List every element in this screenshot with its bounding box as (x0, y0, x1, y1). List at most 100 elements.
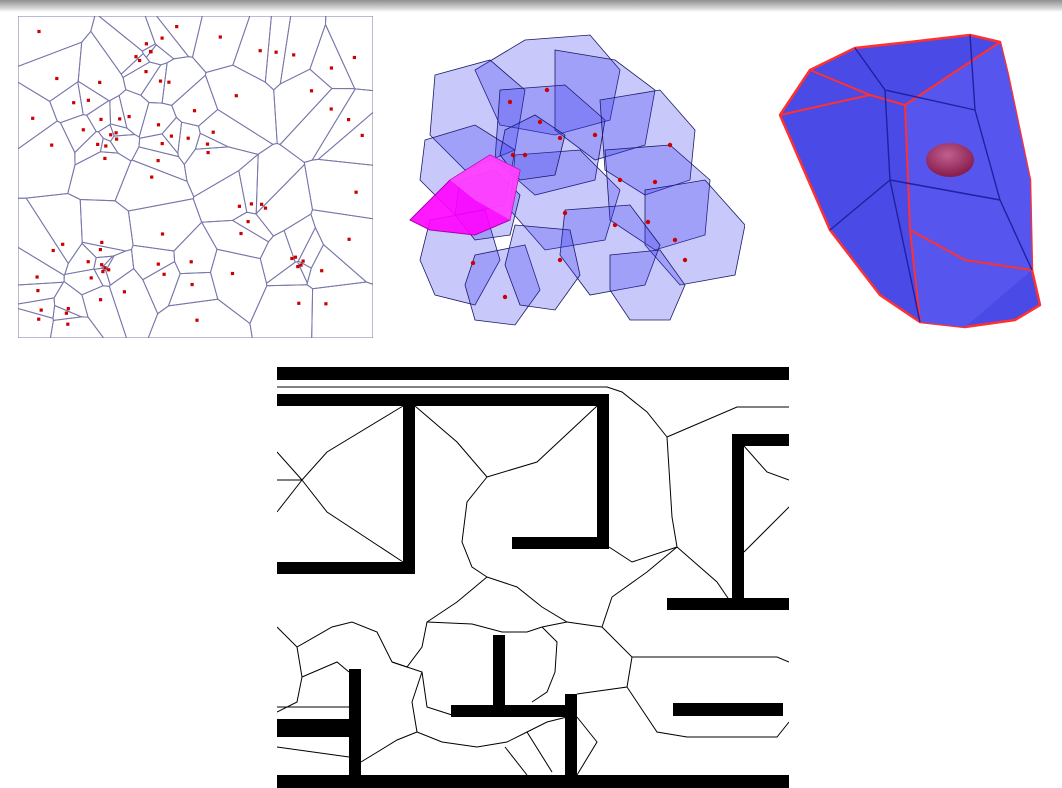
voronoi-site (352, 55, 356, 60)
voronoi-2d-edges (18, 16, 373, 338)
voronoi-cell (109, 123, 136, 137)
voronoi-cell (81, 241, 128, 259)
voronoi-site (86, 98, 90, 102)
voronoi-cell (171, 74, 219, 127)
voronoi-cell (231, 211, 275, 243)
voronoi-site (347, 118, 351, 122)
cell-3d (504, 224, 581, 311)
wall (451, 705, 567, 717)
voronoi-site (263, 206, 268, 210)
voronoi-cell (138, 101, 177, 139)
voronoi-cell (114, 159, 195, 212)
wall (403, 394, 415, 574)
voronoi-site (134, 55, 138, 59)
voronoi-cell (52, 304, 84, 321)
voronoi-site (107, 268, 111, 272)
voronoi-cell (18, 120, 76, 199)
voronoi-site (246, 220, 250, 224)
voronoi-cell (173, 221, 218, 275)
voronoi-site (98, 248, 102, 252)
voronoi-site (72, 101, 76, 105)
cell-3d (599, 89, 696, 196)
voronoi-site (64, 311, 68, 315)
voronoi-site (144, 70, 148, 74)
voronoi-site (195, 318, 199, 322)
voronoi-site (258, 49, 262, 53)
voronoi-site (115, 137, 119, 141)
cell-3d (474, 34, 621, 136)
voronoi-cell (74, 130, 104, 166)
voronoi-site (260, 202, 264, 206)
voronoi-site (101, 270, 105, 274)
voronoi-site (31, 116, 35, 120)
voronoi-cell (249, 284, 314, 338)
voronoi-cell (18, 197, 69, 276)
voronoi-site (274, 50, 278, 54)
voronoi-site (360, 133, 364, 137)
voronoi-site (211, 130, 215, 134)
voronoi-site (103, 266, 107, 270)
wall (277, 394, 609, 406)
voronoi-cell (18, 281, 65, 305)
voronoi-site (169, 134, 173, 138)
voronoi-site (156, 262, 160, 266)
cell-site-sphere (926, 143, 974, 177)
voronoi-cell (18, 307, 54, 338)
voronoi-site (296, 265, 300, 269)
voronoi-cell (306, 243, 368, 290)
voronoi-site (189, 260, 193, 264)
voronoi-site (122, 290, 126, 294)
voronoi-site (175, 25, 179, 29)
voronoi-site (162, 272, 166, 276)
cell-3d (644, 179, 745, 286)
voronoi-site (86, 260, 90, 264)
voronoi-cell (64, 242, 97, 276)
voronoi-site (100, 263, 104, 267)
wall (277, 367, 789, 380)
voronoi-cell (98, 16, 156, 52)
voronoi-cell (311, 281, 373, 338)
wall (277, 562, 415, 574)
voronoi-site (290, 256, 294, 261)
cell-edges (779, 41, 1033, 323)
voronoi-cell (18, 41, 83, 102)
voronoi-cell (191, 16, 251, 74)
voronoi-site (37, 29, 41, 34)
voronoi-site (234, 94, 238, 98)
voronoi-cell (183, 146, 259, 198)
voronoi-site (156, 123, 161, 127)
voronoi-site (66, 322, 70, 326)
window-top-bar (0, 0, 1062, 12)
voronoi-cell (310, 209, 373, 285)
voronoi-site (230, 271, 235, 276)
voronoi-site (114, 131, 118, 135)
voronoi-site (167, 80, 171, 84)
voronoi-cell (177, 121, 201, 166)
wall (732, 434, 744, 604)
voronoi-3d-sites (470, 87, 688, 300)
voronoi-site (103, 156, 107, 160)
voronoi-site (206, 151, 210, 155)
voronoi-cell (77, 30, 127, 102)
cell-front-face (905, 42, 1032, 327)
voronoi-cell (273, 68, 333, 146)
wall (493, 635, 505, 715)
voronoi-2d-panel (18, 16, 373, 338)
voronoi-site (127, 115, 131, 119)
voronoi-cell (108, 267, 159, 338)
wall (277, 775, 789, 788)
voronoi-cell (67, 151, 132, 202)
voronoi-site (39, 308, 43, 312)
voronoi-cell (283, 213, 316, 263)
voronoi-cell (105, 248, 135, 287)
single-voronoi-cell-panel (778, 33, 1042, 329)
voronoi-site (81, 128, 85, 132)
voronoi-site (89, 276, 93, 280)
voronoi-site (100, 240, 104, 244)
voronoi-cell (18, 81, 58, 150)
wall (732, 434, 789, 446)
voronoi-site (301, 259, 305, 263)
voronoi-site (118, 117, 122, 121)
voronoi-site (55, 76, 59, 81)
voronoi-cell (167, 271, 219, 307)
